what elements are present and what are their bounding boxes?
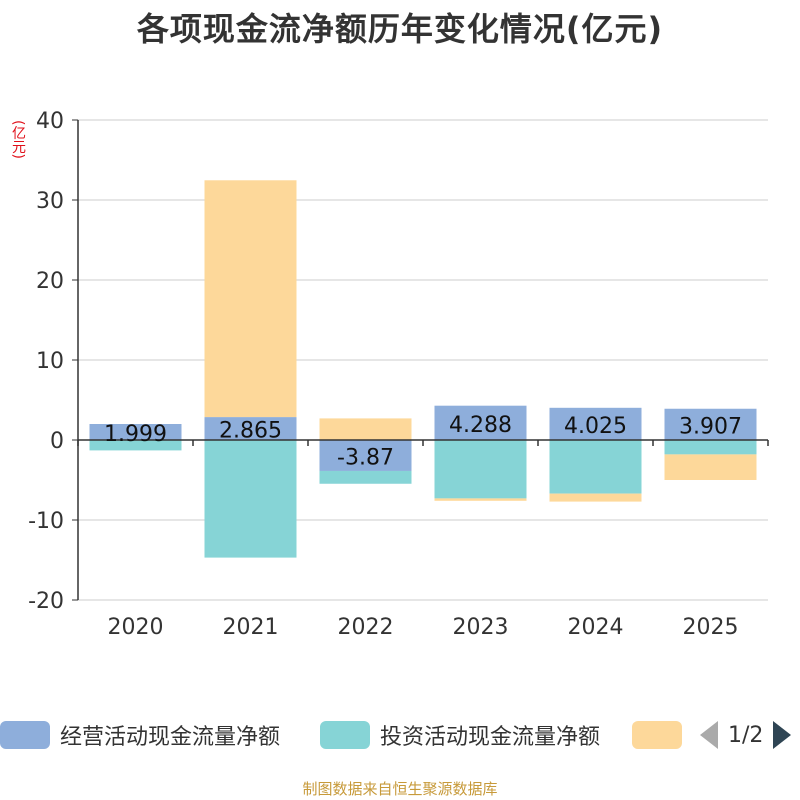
bar-investing — [664, 440, 757, 455]
legend-item-financing[interactable] — [632, 712, 682, 758]
data-label: 3.907 — [679, 414, 742, 439]
bar-financing — [549, 493, 642, 502]
y-tick-label: 20 — [36, 269, 64, 294]
data-label: 1.999 — [104, 422, 167, 447]
data-source-note: 制图数据来自恒生聚源数据库 — [302, 780, 498, 798]
bar-investing — [434, 440, 527, 499]
x-tick-label: 2022 — [338, 615, 394, 640]
y-tick-label: -10 — [28, 509, 64, 534]
bar-operating — [549, 407, 642, 440]
bar-investing — [89, 440, 182, 451]
bar-investing — [319, 470, 412, 484]
data-label: 2.865 — [219, 419, 282, 444]
y-tick-label: 40 — [36, 109, 64, 134]
legend-swatch-investing — [320, 721, 370, 749]
y-tick-label: 10 — [36, 349, 64, 374]
legend: 经营活动现金流量净额 投资活动现金流量净额 1/2 — [0, 712, 800, 758]
y-tick-label: 0 — [50, 429, 64, 454]
bar-operating — [89, 424, 182, 440]
bar-financing — [319, 418, 412, 440]
x-tick-label: 2025 — [683, 615, 739, 640]
chart-title: 各项现金流净额历年变化情况(亿元) — [136, 10, 664, 48]
data-label: 4.288 — [449, 413, 512, 438]
x-tick-label: 2024 — [568, 615, 624, 640]
data-label: -3.87 — [337, 445, 394, 470]
y-axis-unit: (亿元) — [10, 120, 26, 159]
pager-prev-icon[interactable] — [700, 721, 718, 749]
pager-next-icon[interactable] — [773, 721, 792, 749]
legend-pager: 1/2 — [700, 712, 792, 758]
x-tick-label: 2023 — [453, 615, 509, 640]
y-tick-label: -20 — [28, 589, 64, 614]
bar-operating — [434, 405, 527, 440]
legend-label-investing: 投资活动现金流量净额 — [380, 725, 601, 750]
y-tick-label: 30 — [36, 189, 64, 214]
bar-investing — [204, 440, 297, 558]
data-label: 4.025 — [564, 414, 627, 439]
bar-operating — [664, 408, 757, 440]
bar-financing — [664, 454, 757, 480]
bar-financing — [434, 498, 527, 501]
x-tick-label: 2020 — [108, 615, 164, 640]
bar-investing — [549, 440, 642, 494]
pager-page-text: 1/2 — [728, 722, 764, 748]
bar-operating — [204, 417, 297, 440]
legend-item-operating[interactable]: 经营活动现金流量净额 — [0, 712, 280, 758]
bar-operating — [319, 440, 412, 471]
bar-financing — [204, 180, 297, 418]
legend-item-investing[interactable]: 投资活动现金流量净额 — [320, 712, 600, 758]
x-tick-label: 2021 — [223, 615, 279, 640]
legend-swatch-financing — [632, 721, 682, 749]
legend-swatch-operating — [0, 721, 50, 749]
legend-label-operating: 经营活动现金流量净额 — [60, 725, 281, 750]
